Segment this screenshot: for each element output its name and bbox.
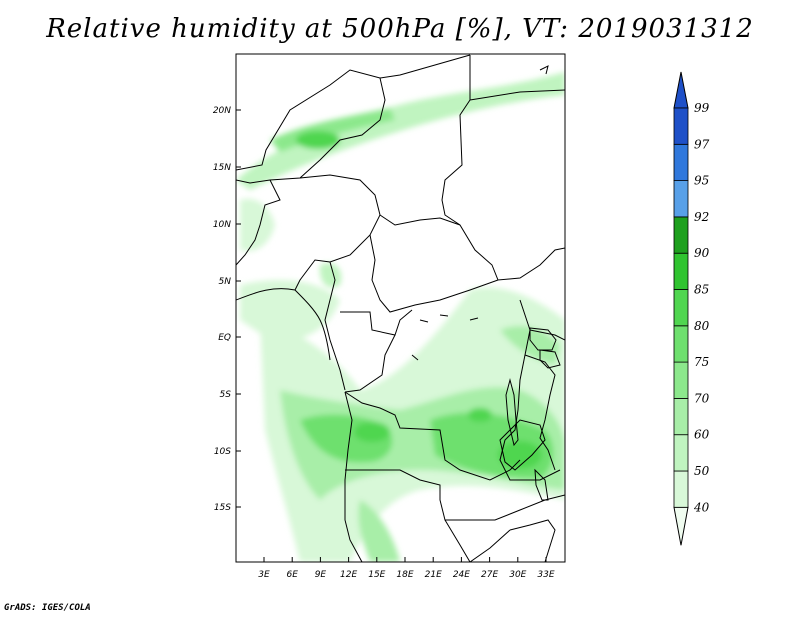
colorbar-label: 95 (694, 174, 709, 188)
x-tick-label: 30E (509, 570, 526, 580)
colorbar: 40 50 60 70 75 80 85 90 92 95 97 99 (673, 71, 710, 546)
x-tick-label: 21E (425, 570, 442, 580)
colorbar-segment (673, 397, 689, 436)
colorbar-label: 99 (694, 101, 710, 115)
y-tick-label: 15N (213, 163, 231, 173)
y-tick-label: 20N (213, 106, 231, 116)
colorbar-label: 80 (694, 319, 710, 333)
y-tick-label: 5N (219, 277, 232, 287)
grads-credit: GrADS: IGES/COLA (4, 603, 91, 613)
x-tick-label: 24E (453, 570, 470, 580)
x-tick-label: 27E (481, 570, 498, 580)
colorbar-label: 97 (694, 137, 710, 151)
colorbar-label: 70 (694, 391, 710, 405)
colorbar-label: 60 (694, 428, 710, 442)
colorbar-segment (673, 107, 689, 145)
colorbar-segment (673, 180, 689, 218)
x-tick-label: 6E (286, 570, 298, 580)
colorbar-segment (673, 361, 689, 399)
colorbar-label: 90 (694, 246, 710, 260)
colorbar-top-arrow (673, 71, 689, 109)
colorbar-label: 92 (694, 210, 709, 224)
y-tick-label: 10S (214, 447, 231, 457)
country-borders (236, 54, 565, 562)
colorbar-segment (673, 434, 689, 472)
colorbar-label: 50 (694, 464, 710, 478)
colorbar-label: 75 (694, 355, 709, 369)
x-tick-label: 12E (340, 570, 357, 580)
y-tick-label: 5S (220, 390, 232, 400)
colorbar-label: 85 (694, 283, 709, 297)
x-tick-label: 18E (396, 570, 413, 580)
lakes (411, 65, 557, 501)
y-tick-label: 15S (214, 503, 231, 513)
colorbar-segment (673, 325, 689, 363)
colorbar-segment (673, 470, 689, 508)
map-title: Relative humidity at 500hPa [%], VT: 201… (46, 14, 754, 44)
colorbar-segment (673, 143, 689, 182)
colorbar-segment (673, 216, 689, 254)
colorbar-segment (673, 289, 689, 327)
colorbar-label: 40 (693, 500, 710, 514)
y-tick-label: 10N (213, 220, 231, 230)
humidity-field (236, 72, 565, 562)
x-tick-label: 3E (258, 570, 270, 580)
y-tick-label: EQ (218, 333, 231, 343)
x-tick-label: 33E (537, 570, 554, 580)
colorbar-segment (673, 252, 689, 290)
map-frame (235, 53, 566, 563)
x-tick-label: 15E (368, 570, 385, 580)
x-tick-label: 9E (315, 570, 327, 580)
colorbar-bottom-arrow (673, 506, 689, 546)
axis-ticks: 20N 15N 10N 5N EQ 5S 10S 15S 3E 6E 9E 12E 15E 18E 21E 2… (213, 106, 555, 580)
